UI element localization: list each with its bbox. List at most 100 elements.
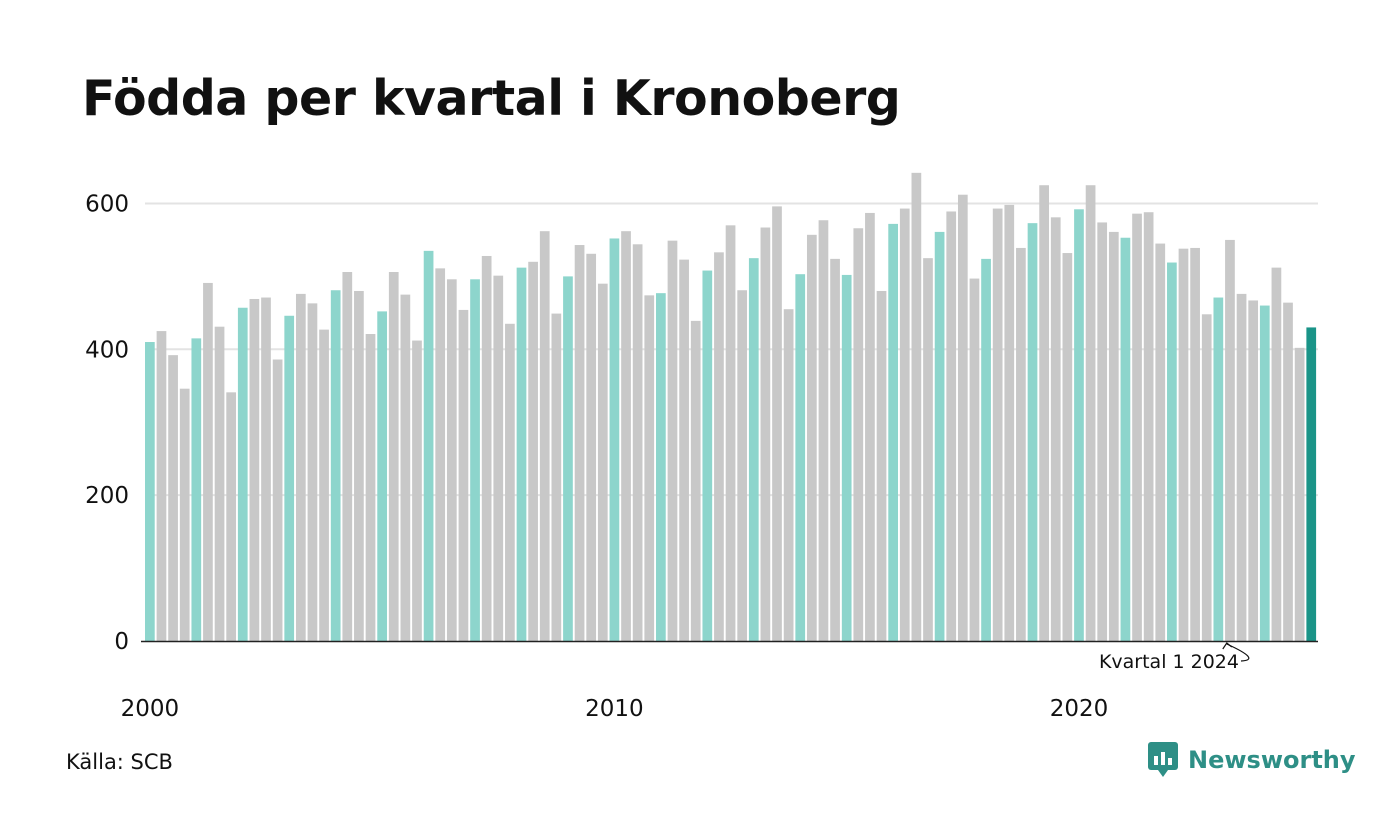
bar <box>330 290 341 641</box>
bar <box>597 283 608 641</box>
bar <box>1004 204 1015 642</box>
bar <box>1016 247 1026 641</box>
bar <box>284 315 295 641</box>
y-tick-label: 200 <box>85 483 129 509</box>
bar <box>307 303 318 641</box>
bar <box>760 227 771 641</box>
bar <box>830 258 840 641</box>
bar <box>528 261 538 641</box>
bar <box>365 333 376 641</box>
bar <box>237 307 248 641</box>
bar <box>923 258 933 641</box>
bar <box>539 231 550 641</box>
bar <box>168 355 178 641</box>
bar <box>446 279 457 641</box>
newsworthy-logo-icon <box>1148 742 1178 777</box>
bar <box>876 290 887 641</box>
chart-title: Födda per kvartal i Kronoberg <box>82 70 901 127</box>
bar <box>551 313 562 641</box>
bar <box>295 293 306 641</box>
bar <box>911 172 922 641</box>
y-tick-label: 400 <box>85 337 129 363</box>
bar <box>388 272 399 641</box>
bar <box>1027 223 1038 642</box>
bar <box>586 253 597 642</box>
bar <box>1201 314 1212 641</box>
bar <box>1190 247 1200 641</box>
bar <box>1108 231 1119 641</box>
bar <box>667 240 678 641</box>
bar <box>946 211 957 641</box>
bar <box>505 323 515 641</box>
bar <box>841 274 852 641</box>
bar <box>1120 237 1131 641</box>
bar <box>1225 239 1235 641</box>
bar <box>1097 222 1108 641</box>
bar <box>1236 293 1247 641</box>
bar <box>934 231 945 641</box>
bar <box>1248 300 1259 641</box>
bar <box>400 294 411 641</box>
bar <box>702 270 713 641</box>
brand-name: Newsworthy <box>1188 746 1356 774</box>
bar <box>319 329 329 641</box>
bar <box>992 208 1003 641</box>
bar <box>377 311 387 641</box>
bar <box>609 238 620 642</box>
bar <box>853 228 864 642</box>
bar <box>493 275 504 641</box>
brand-logo: Newsworthy <box>1148 742 1356 778</box>
bar <box>1050 217 1061 641</box>
bar <box>1178 248 1189 642</box>
latest-annotation: Kvartal 1 2024 <box>1099 642 1250 673</box>
bar <box>748 258 759 641</box>
bar <box>412 340 422 641</box>
bar <box>214 326 225 641</box>
bar <box>179 388 190 641</box>
bar <box>1294 347 1305 641</box>
bar <box>1167 262 1177 641</box>
bar <box>1155 243 1166 642</box>
bar <box>621 231 631 641</box>
x-tick-label: 2000 <box>121 696 180 722</box>
bar <box>1259 305 1270 641</box>
bar <box>342 272 353 641</box>
bar <box>249 298 260 641</box>
bar <box>725 225 736 642</box>
bar <box>156 331 167 641</box>
bar <box>737 290 748 641</box>
bar <box>191 338 202 641</box>
annotation-arrowhead <box>1222 642 1233 650</box>
bar <box>1074 209 1084 641</box>
bars <box>145 172 1317 642</box>
bar <box>865 212 875 642</box>
bar <box>563 276 573 641</box>
bar <box>272 359 283 641</box>
x-tick-label: 2010 <box>585 696 644 722</box>
bar <box>1271 267 1282 641</box>
y-axis-ticks: 0 200 400 600 <box>85 191 129 655</box>
bar <box>481 255 492 641</box>
bar <box>795 274 806 641</box>
bar <box>899 208 910 641</box>
source-note: Källa: SCB <box>66 750 173 774</box>
bar <box>1062 253 1073 641</box>
bar <box>354 290 364 641</box>
bar <box>714 252 724 641</box>
bar <box>1132 213 1142 641</box>
bar <box>772 206 782 641</box>
bar <box>690 320 701 641</box>
bar <box>1306 327 1317 641</box>
bar <box>644 295 655 641</box>
bar <box>203 282 213 641</box>
bar <box>969 278 980 641</box>
bar <box>1213 297 1224 641</box>
annotation-label: Kvartal 1 2024 <box>1099 651 1239 673</box>
bar <box>423 250 434 641</box>
bar <box>783 309 794 641</box>
bar <box>957 194 968 642</box>
bar <box>1085 185 1096 641</box>
x-axis-ticks: 2000 2010 2020 <box>121 696 1109 722</box>
bar <box>632 244 643 641</box>
bar <box>145 342 155 641</box>
